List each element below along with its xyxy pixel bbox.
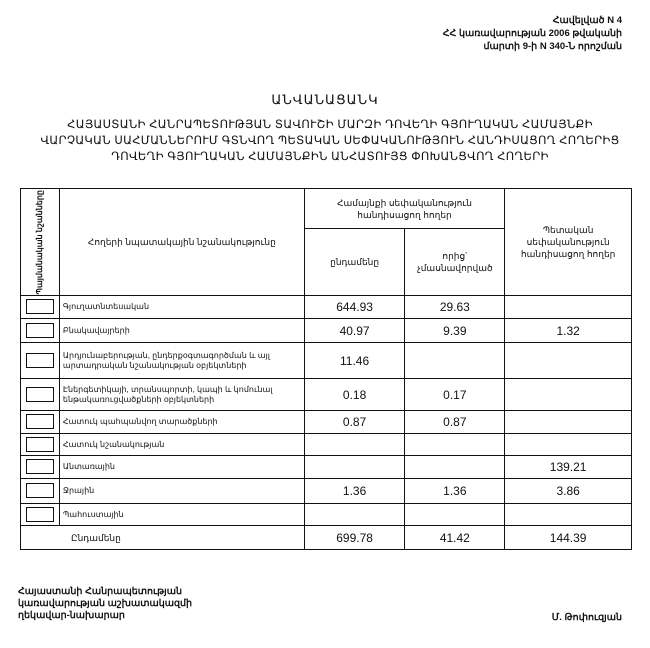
- legend-cell: [20, 410, 60, 434]
- state-cell: [504, 378, 632, 411]
- total-cell: 0.87: [303, 410, 406, 434]
- legend-symbol: [25, 436, 54, 452]
- of-which-cell: [404, 503, 506, 526]
- header-state: Պետական սեփականություն հանդիսացող հողեր: [504, 188, 632, 296]
- position-line: ղեկավար-նախարար: [18, 610, 125, 621]
- legend-cell: [20, 342, 60, 379]
- purpose-cell: Էներգետիկայի, տրանսպորտի, կապի և կոմունա…: [58, 378, 305, 411]
- header-total: ընդամենը: [303, 228, 406, 296]
- state-cell: 3.86: [504, 478, 632, 504]
- table-row: Ջրային 1.36 1.36 3.86: [20, 478, 632, 504]
- annex-number: Հավելված N 4: [552, 15, 622, 26]
- legend-cell: [20, 503, 60, 526]
- position-line: կառավարության աշխատակազմի: [18, 598, 193, 609]
- table-row: Պահուստային: [20, 503, 632, 526]
- document-title: ԱՆՎԱՆԱՑԱՆԿ: [271, 92, 379, 107]
- totals-state: 144.39: [504, 525, 632, 550]
- legend-cell: [20, 295, 60, 319]
- header-purpose: Հողերի նպատակային նշանակությունը: [58, 188, 305, 296]
- total-cell: [303, 433, 406, 456]
- purpose-cell: Պահուստային: [58, 503, 305, 526]
- table-row: Էներգետիկայի, տրանսպորտի, կապի և կոմունա…: [20, 378, 632, 411]
- state-cell: [504, 295, 632, 319]
- legend-cell: [20, 478, 60, 504]
- state-cell: [504, 433, 632, 456]
- state-cell: [504, 342, 632, 379]
- total-cell: [303, 455, 406, 479]
- purpose-cell: Ջրային: [58, 478, 305, 504]
- state-cell: 1.32: [504, 318, 632, 343]
- state-cell: 139.21: [504, 455, 632, 479]
- legend-cell: [20, 378, 60, 411]
- legend-symbol: [25, 414, 54, 430]
- state-cell: [504, 410, 632, 434]
- annex-reference: Հավելված N 4 ՀՀ կառավարության 2006 թվակա…: [443, 14, 622, 53]
- signatory-name: Մ. Թոփուզյան: [551, 612, 622, 623]
- legend-cell: [20, 318, 60, 343]
- total-cell: 0.18: [303, 378, 406, 411]
- total-cell: 11.46: [303, 342, 406, 379]
- of-which-cell: 0.17: [404, 378, 506, 411]
- of-which-cell: 29.63: [404, 295, 506, 319]
- position-line: Հայաստանի Հանրապետության: [18, 586, 182, 597]
- total-cell: 40.97: [303, 318, 406, 343]
- totals-row: Ընդամենը 699.78 41.42 144.39: [20, 525, 632, 550]
- of-which-cell: [404, 455, 506, 479]
- purpose-cell: Բնակավայրերի: [58, 318, 305, 343]
- purpose-cell: Հատուկ նշանակության: [58, 433, 305, 456]
- of-which-cell: [404, 342, 506, 379]
- of-which-cell: 1.36: [404, 478, 506, 504]
- totals-of-which: 41.42: [404, 525, 506, 550]
- table-row: Բնակավայրերի 40.97 9.39 1.32: [20, 318, 632, 343]
- table-row: Գյուղատնտեսական 644.93 29.63: [20, 295, 632, 319]
- header-community: Համայնքի սեփականություն հանդիսացող հողեր: [303, 188, 506, 229]
- totals-label: Ընդամենը: [20, 525, 305, 550]
- header-of-which: որից՝ չմասնավորված: [404, 228, 506, 296]
- total-cell: [303, 503, 406, 526]
- legend-symbol: [25, 322, 54, 338]
- purpose-cell: Գյուղատնտեսական: [58, 295, 305, 319]
- of-which-cell: 9.39: [404, 318, 506, 343]
- totals-total: 699.78: [303, 525, 406, 550]
- table-row: Անտառային 139.21: [20, 455, 632, 479]
- of-which-cell: 0.87: [404, 410, 506, 434]
- legend-cell: [20, 433, 60, 456]
- signatory-position: Հայաստանի Հանրապետության կառավարության ա…: [18, 586, 192, 622]
- legend-cell: [20, 455, 60, 479]
- annex-decree-date: մարտի 9-ի N 340-Ն որոշման: [483, 41, 623, 52]
- document-subtitle: ՀԱՅԱՍՏԱՆԻ ՀԱՆՐԱՊԵՏՈՒԹՅԱՆ ՏԱՎՈՒՇԻ ՄԱՐԶԻ Դ…: [40, 119, 620, 163]
- legend-symbol: [25, 299, 54, 315]
- purpose-cell: Հատուկ պահպանվող տարածքների: [58, 410, 305, 434]
- total-cell: 1.36: [303, 478, 406, 504]
- table-row: Արդյունաբերության, ընդերքօգտագործման և ա…: [20, 342, 632, 379]
- legend-symbol: [25, 386, 54, 402]
- legend-symbol: [25, 459, 54, 475]
- legend-symbol: [25, 506, 54, 522]
- of-which-cell: [404, 433, 506, 456]
- annex-decree: ՀՀ կառավարության 2006 թվականի: [442, 28, 622, 39]
- table-row: Հատուկ պահպանվող տարածքների 0.87 0.87: [20, 410, 632, 434]
- total-cell: 644.93: [303, 295, 406, 319]
- header-legend: Պայմանական նշանները: [20, 188, 60, 296]
- purpose-cell: Արդյունաբերության, ընդերքօգտագործման և ա…: [58, 342, 305, 379]
- legend-symbol: [25, 352, 54, 368]
- purpose-cell: Անտառային: [58, 455, 305, 479]
- state-cell: [504, 503, 632, 526]
- legend-symbol: [25, 483, 54, 499]
- table-row: Հատուկ նշանակության: [20, 433, 632, 456]
- land-table: Պայմանական նշանները Հողերի նպատակային նշ…: [20, 188, 632, 550]
